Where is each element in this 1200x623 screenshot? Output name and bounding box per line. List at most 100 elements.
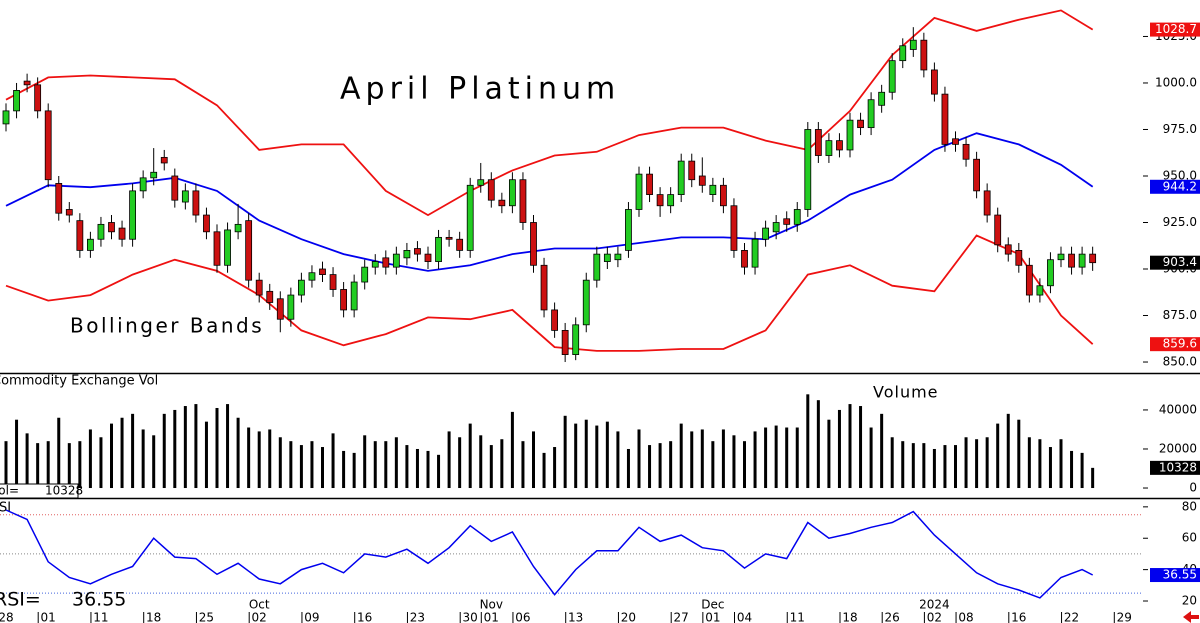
candle-body bbox=[456, 238, 464, 251]
candle-body bbox=[118, 227, 126, 240]
candle-body bbox=[245, 220, 253, 281]
volume-bar bbox=[458, 437, 462, 489]
x-tick-label: 08 bbox=[958, 611, 973, 623]
candle-body bbox=[825, 140, 833, 156]
volume-bar bbox=[479, 435, 483, 489]
candle-body bbox=[1025, 264, 1033, 296]
candle-body bbox=[424, 253, 432, 262]
volume-bar bbox=[236, 417, 240, 489]
candle-body bbox=[76, 220, 84, 251]
candle-body bbox=[414, 248, 421, 255]
month-label: Oct bbox=[249, 598, 270, 612]
volume-bar bbox=[437, 454, 441, 489]
candle-body bbox=[888, 60, 896, 93]
volume-bar bbox=[278, 437, 282, 489]
candle-body bbox=[814, 129, 822, 156]
candle-body bbox=[150, 171, 158, 179]
candle-body bbox=[266, 290, 274, 303]
candle-body bbox=[1004, 244, 1012, 255]
volume-bar bbox=[658, 443, 662, 489]
last-value-box bbox=[1150, 460, 1200, 475]
volume-bar bbox=[1048, 447, 1052, 489]
volume-bar bbox=[954, 445, 957, 489]
volume-bar bbox=[584, 419, 588, 489]
volume-bar bbox=[626, 448, 630, 489]
candle-body bbox=[23, 80, 31, 86]
candle-body bbox=[466, 184, 474, 251]
volume-bar bbox=[563, 415, 567, 489]
candle-body bbox=[224, 229, 231, 266]
candle-body bbox=[160, 156, 168, 164]
candle-body bbox=[720, 184, 727, 207]
x-tick-label: 29 bbox=[1117, 611, 1132, 623]
candle-body bbox=[1036, 285, 1044, 296]
last-value-label: 1028.7 bbox=[1155, 22, 1197, 36]
volume-bar bbox=[679, 423, 683, 489]
candle-body bbox=[603, 253, 611, 262]
volume-bar bbox=[162, 413, 166, 489]
candle-body bbox=[319, 268, 326, 275]
volume-bar bbox=[996, 423, 1000, 489]
volume-bar bbox=[489, 445, 493, 489]
volume-bar bbox=[1070, 450, 1074, 489]
candle-body bbox=[973, 158, 980, 192]
volume-bar bbox=[837, 409, 841, 489]
last-value-box bbox=[1150, 337, 1200, 352]
volume-bar bbox=[426, 450, 430, 489]
scroll-arrow[interactable] bbox=[1183, 611, 1199, 623]
candle-body bbox=[297, 279, 305, 296]
volume-bar bbox=[595, 425, 599, 489]
last-value-box bbox=[1150, 179, 1200, 194]
y-tick-label: 1000.0 bbox=[1155, 75, 1197, 89]
x-tick-label: 16 bbox=[357, 611, 372, 623]
candle-body bbox=[804, 129, 812, 210]
volume-bar bbox=[247, 427, 251, 489]
volume-bar bbox=[99, 437, 103, 489]
volume-bar bbox=[120, 417, 124, 489]
candle-body bbox=[1047, 259, 1054, 287]
volume-bar bbox=[732, 435, 736, 489]
annotation: Bollinger Bands bbox=[70, 314, 264, 338]
volume-bar bbox=[352, 452, 356, 489]
volume-bar bbox=[616, 431, 620, 489]
volume-bar bbox=[806, 394, 810, 489]
candle-body bbox=[1089, 253, 1097, 264]
x-tick-label: 18 bbox=[842, 611, 857, 623]
candle-body bbox=[340, 289, 348, 311]
candle-body bbox=[97, 223, 105, 240]
volume-bar bbox=[268, 429, 272, 489]
volume-bar bbox=[700, 429, 704, 489]
volume-bar bbox=[78, 441, 82, 489]
candle-body bbox=[688, 160, 696, 181]
month-label: 2024 bbox=[919, 598, 950, 612]
candle-body bbox=[762, 227, 769, 240]
volume-bar bbox=[975, 439, 979, 489]
candle-body bbox=[192, 190, 200, 216]
month-label: Nov bbox=[480, 598, 503, 612]
candle-body bbox=[899, 45, 907, 62]
candle-body bbox=[287, 294, 295, 320]
readout-label: RSI= bbox=[0, 589, 41, 611]
y-tick-label: 850.0 bbox=[1163, 355, 1197, 369]
volume-bar bbox=[922, 443, 926, 489]
x-tick-label: 13 bbox=[568, 611, 583, 623]
volume-bar bbox=[648, 445, 652, 489]
last-value-label: 36.55 bbox=[1163, 568, 1197, 582]
volume-bar bbox=[785, 427, 789, 489]
candle-body bbox=[361, 266, 369, 283]
volume-bar bbox=[289, 441, 293, 489]
candle-body bbox=[857, 119, 864, 129]
candle-body bbox=[213, 231, 221, 266]
candle-body bbox=[709, 184, 717, 195]
y-tick-label: 950.0 bbox=[1163, 168, 1197, 182]
candle-body bbox=[952, 138, 959, 145]
volume-bar bbox=[964, 437, 968, 489]
volume-bar bbox=[215, 407, 219, 489]
volume-bar bbox=[67, 443, 71, 489]
candle-body bbox=[392, 253, 400, 268]
line bbox=[5, 132, 1094, 272]
x-tick-label: 02 bbox=[252, 611, 267, 623]
candle-body bbox=[498, 199, 506, 207]
y-tick-label: 60 bbox=[1182, 531, 1197, 545]
x-tick-label: 23 bbox=[410, 611, 425, 623]
